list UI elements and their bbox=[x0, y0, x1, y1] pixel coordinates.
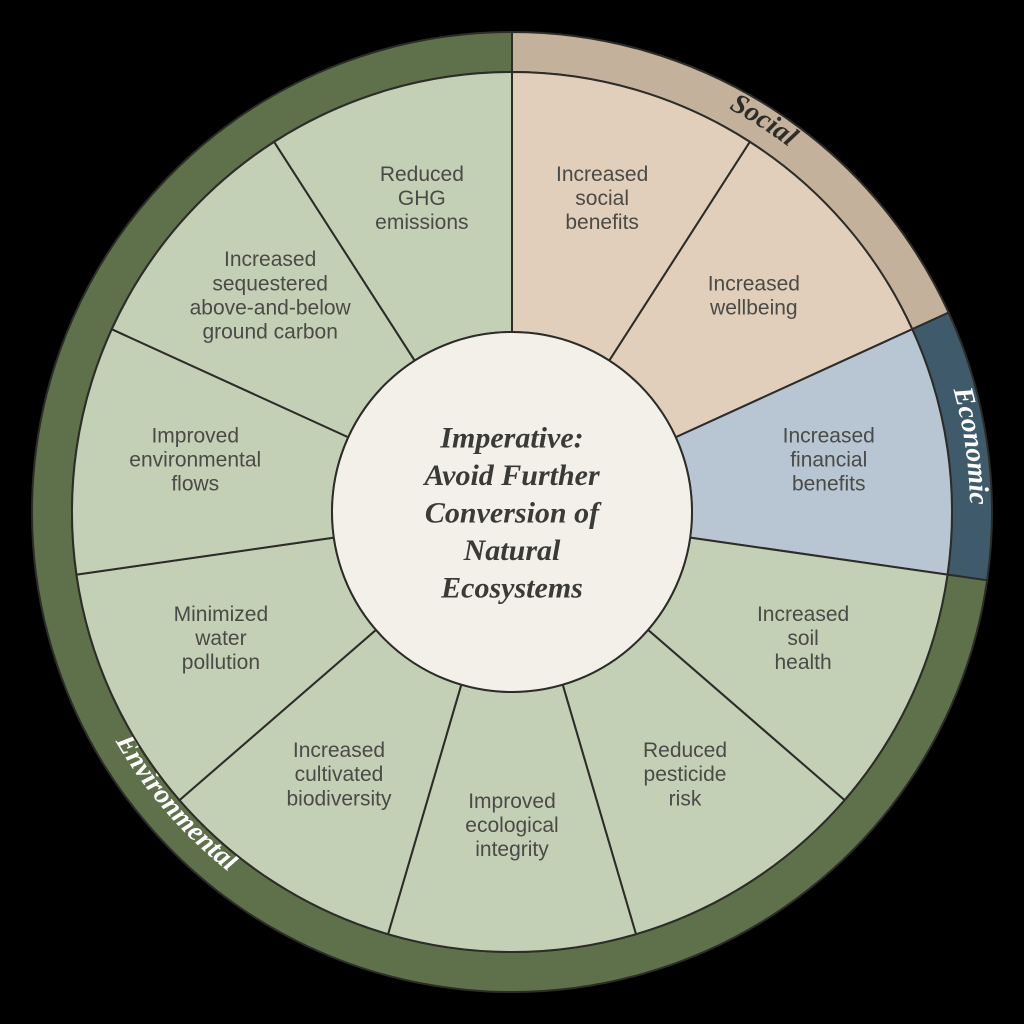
slice-label-1: Increasedwellbeing bbox=[708, 272, 800, 319]
slice-label-2: Increasedfinancialbenefits bbox=[783, 424, 875, 495]
slice-label-5: Improvedecologicalintegrity bbox=[465, 790, 558, 861]
center-title: Imperative:Avoid FurtherConversion ofNat… bbox=[422, 422, 602, 605]
slice-label-6: Increasedcultivatedbiodiversity bbox=[286, 739, 392, 810]
radial-diagram: SocialEconomicEnvironmentalIncreasedsoci… bbox=[0, 0, 1024, 1024]
